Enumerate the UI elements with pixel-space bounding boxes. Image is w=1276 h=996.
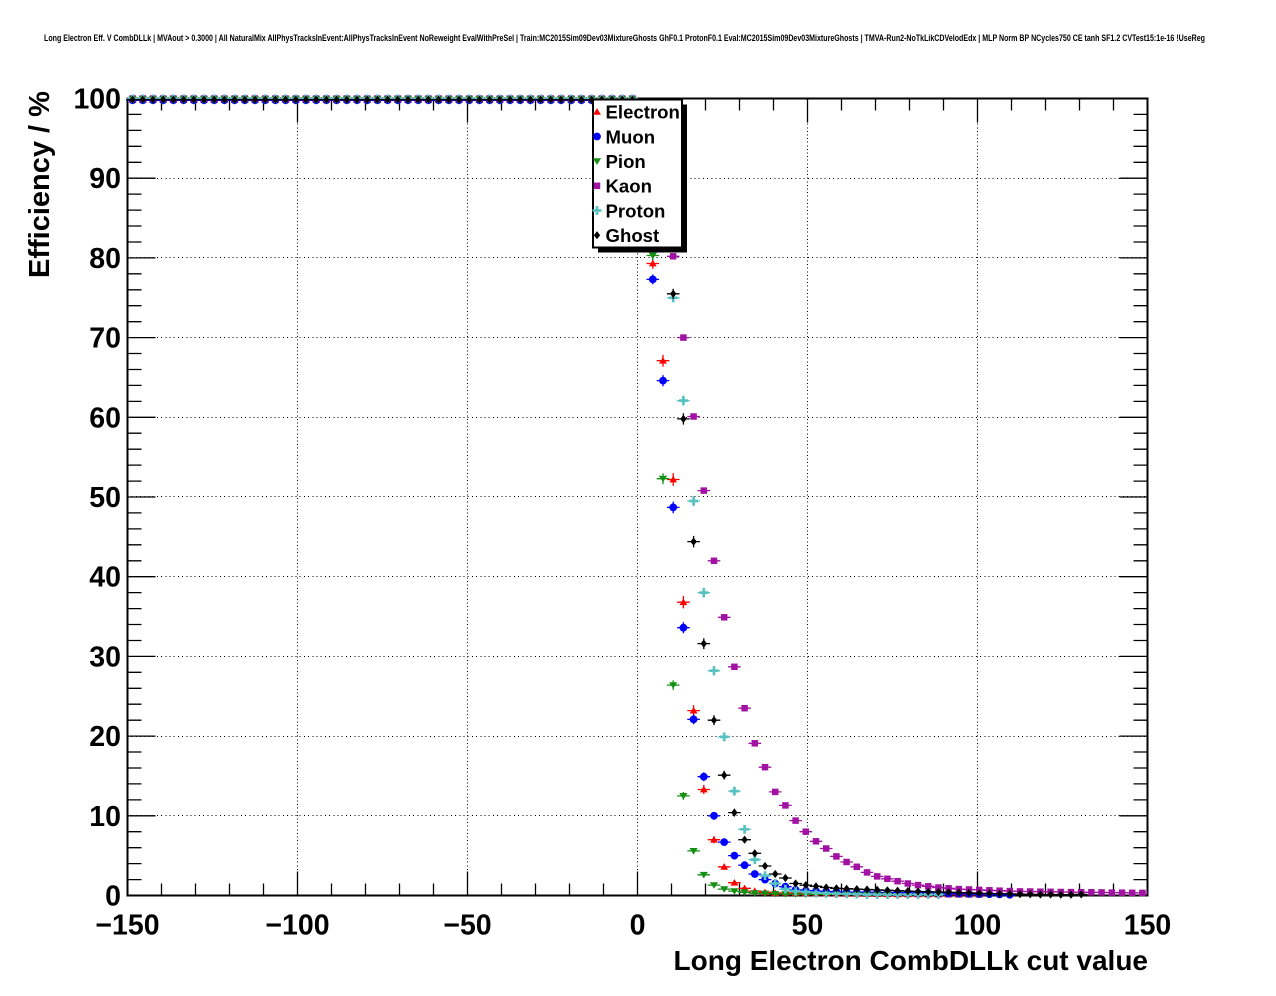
- svg-text:100: 100: [73, 84, 121, 116]
- svg-text:0: 0: [105, 881, 121, 913]
- svg-text:70: 70: [89, 323, 121, 355]
- svg-text:50: 50: [792, 910, 824, 942]
- svg-text:40: 40: [89, 562, 121, 594]
- svg-text:Long Electron CombDLLk cut val: Long Electron CombDLLk cut value: [674, 945, 1148, 976]
- svg-text:Efficiency / %: Efficiency / %: [24, 91, 56, 278]
- svg-text:100: 100: [954, 910, 1002, 942]
- svg-text:Ghost: Ghost: [606, 225, 660, 246]
- svg-text:30: 30: [89, 641, 121, 673]
- svg-text:Kaon: Kaon: [606, 176, 652, 197]
- svg-text:10: 10: [89, 801, 121, 833]
- svg-text:80: 80: [89, 243, 121, 275]
- svg-text:Proton: Proton: [606, 200, 666, 221]
- svg-text:20: 20: [89, 721, 121, 753]
- svg-text:Pion: Pion: [606, 151, 646, 172]
- svg-text:Electron: Electron: [606, 102, 680, 123]
- svg-text:60: 60: [89, 402, 121, 434]
- svg-text:Muon: Muon: [606, 126, 656, 147]
- svg-text:−100: −100: [265, 910, 329, 942]
- svg-text:0: 0: [630, 910, 646, 942]
- svg-text:−50: −50: [443, 910, 491, 942]
- svg-text:50: 50: [89, 482, 121, 514]
- svg-text:Long Electron Eff. V CombDLLk: Long Electron Eff. V CombDLLk | MVAout >…: [44, 33, 1205, 43]
- svg-text:150: 150: [1124, 910, 1172, 942]
- svg-text:−150: −150: [95, 910, 159, 942]
- svg-text:90: 90: [89, 163, 121, 195]
